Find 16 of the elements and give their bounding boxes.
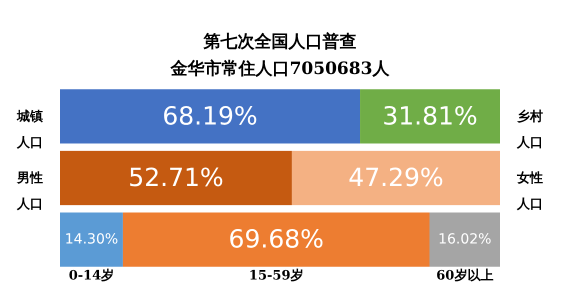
data-label: 68.19%: [162, 101, 258, 130]
data-label: 52.71%: [128, 163, 224, 192]
data-label: 14.30%: [64, 232, 118, 248]
series-label: 乡村人口: [516, 108, 543, 150]
series-label: 0-14岁: [68, 268, 114, 284]
data-label: 16.02%: [438, 232, 492, 248]
series-label: 男性人口: [16, 171, 43, 212]
chart-subtitle: 金华市常住人口7050683人: [170, 59, 390, 79]
series-label: 女性人口: [516, 171, 543, 212]
series-label: 60岁以上: [436, 268, 494, 284]
data-label: 47.29%: [348, 163, 444, 192]
series-label: 15-59岁: [248, 268, 304, 284]
series-label: 城镇人口: [16, 109, 43, 150]
data-label: 31.81%: [382, 101, 478, 130]
data-label: 69.68%: [228, 224, 324, 254]
chart-title: 第七次全国人口普查: [202, 31, 356, 52]
